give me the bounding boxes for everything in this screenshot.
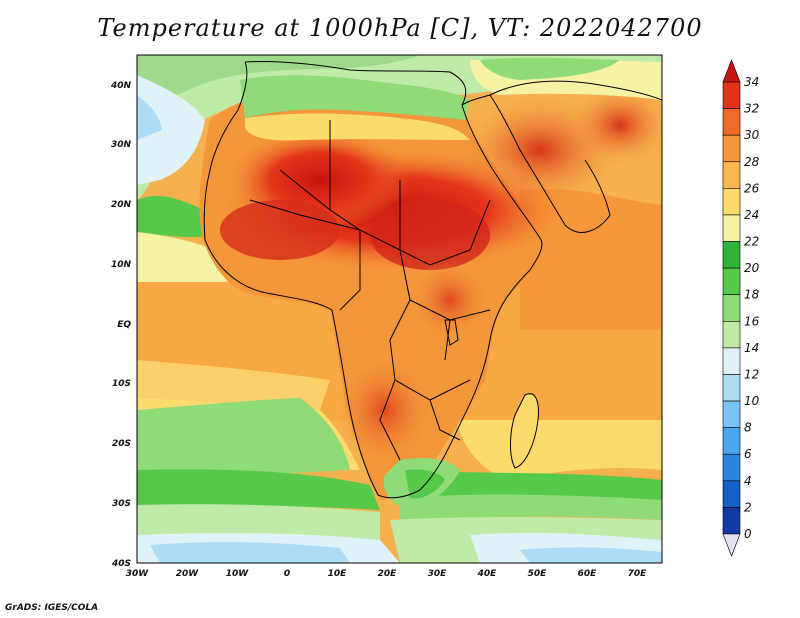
lat-label: 30N (111, 140, 132, 150)
lon-label: 30W (126, 569, 150, 579)
colorbar-tick-label: 0 (744, 527, 752, 541)
lon-label: 20W (176, 569, 200, 579)
colorbar-tick-label: 10 (744, 394, 760, 408)
colorbar-tick-label: 20 (744, 261, 760, 275)
colorbar-swatch (722, 347, 741, 375)
temperature-field (137, 55, 662, 563)
lat-label: 10N (111, 260, 132, 270)
lon-label: 40E (477, 569, 498, 579)
colorbar-swatch (722, 320, 741, 349)
colorbar-swatch (722, 188, 741, 216)
colorbar-tick-label: 8 (744, 421, 752, 435)
colorbar-tick-label: 12 (744, 367, 759, 381)
colorbar-swatch (722, 108, 741, 136)
lon-label: 70E (628, 569, 648, 579)
lat-label: 40S (111, 559, 131, 569)
colorbar-tick-label: 24 (744, 208, 759, 222)
lat-label: EQ (117, 320, 131, 330)
colorbar-tick-label: 18 (744, 288, 760, 302)
credit-label: GrADS: IGES/COLA (5, 603, 99, 613)
colorbar-swatch (722, 453, 741, 482)
lon-label: 50E (528, 569, 548, 579)
colorbar-tick-label: 34 (744, 75, 759, 89)
colorbar-swatch (722, 507, 741, 535)
lat-label: 20S (112, 439, 131, 449)
colorbar-swatch (722, 427, 741, 455)
colorbar-tick-label: 26 (744, 181, 760, 195)
lat-label: 10S (112, 379, 131, 389)
colorbar-swatch (722, 294, 741, 322)
lat-label: 20N (111, 200, 132, 210)
coastline-borders (203, 61, 662, 499)
lon-label: 0 (284, 569, 290, 579)
colorbar-tick-label: 2 (744, 500, 752, 514)
map-frame (136, 54, 663, 564)
colorbar-min-arrow (722, 533, 741, 557)
colorbar-tick-label: 32 (744, 102, 759, 116)
colorbar-swatch (722, 161, 741, 189)
colorbar-tick-label: 14 (744, 341, 759, 355)
colorbar-swatch (722, 214, 741, 242)
colorbar-swatch (722, 374, 741, 402)
colorbar-swatch (722, 81, 741, 109)
colorbar-tick-label: 22 (744, 235, 759, 249)
colorbar-swatch (722, 134, 741, 163)
colorbar-tick-label: 4 (744, 474, 752, 488)
colorbar-swatch (722, 241, 741, 269)
colorbar-swatch (722, 267, 741, 296)
lat-label: 40N (110, 81, 132, 91)
map-title: Temperature at 1000hPa [C], VT: 20220427… (97, 14, 703, 42)
lon-label: 10W (226, 569, 250, 579)
lon-label: 60E (578, 569, 598, 579)
colorbar-tick-label: 6 (744, 447, 752, 461)
lat-label: 30S (112, 499, 131, 509)
colorbar-tick-label: 28 (744, 155, 760, 169)
lon-label: 20E (378, 569, 398, 579)
colorbar-max-arrow (722, 59, 741, 83)
colorbar-tick-label: 16 (744, 314, 760, 328)
colorbar-swatch (722, 400, 741, 428)
colorbar-tick-label: 30 (744, 128, 760, 142)
colorbar-swatch (722, 480, 741, 508)
lon-label: 30E (428, 569, 448, 579)
lon-label: 10E (328, 569, 348, 579)
